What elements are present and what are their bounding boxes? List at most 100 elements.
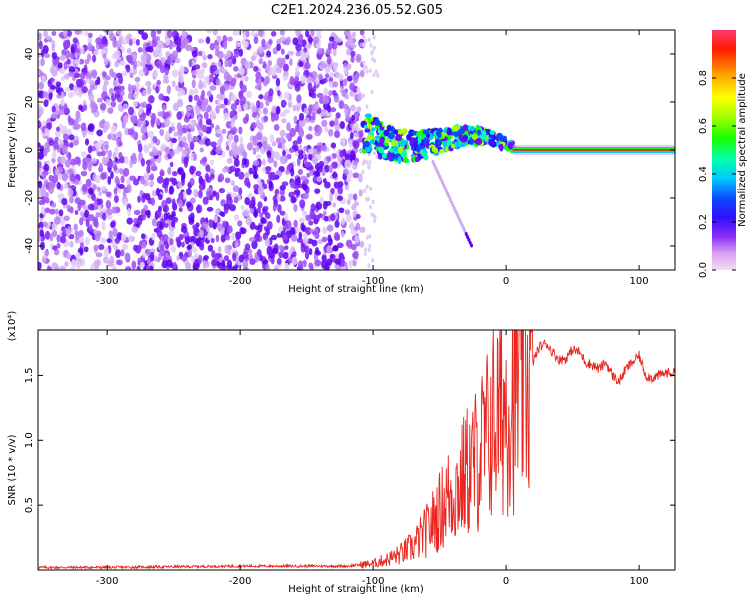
spectrogram-noise-cell <box>45 249 49 257</box>
spectrogram-noise-cell <box>344 108 349 115</box>
spectrogram-noise-cell <box>240 204 245 211</box>
spectrogram-noise-cell <box>370 89 374 94</box>
spectrogram-noise-cell <box>285 54 290 60</box>
spectrogram-noise-cell <box>349 90 356 97</box>
spectrogram-noise-cell <box>40 71 44 77</box>
spectrogram-noise-cell <box>201 61 208 69</box>
spectrogram-noise-cell <box>293 145 299 153</box>
spectrogram-noise-cell <box>329 120 335 127</box>
spectrogram-noise-cell <box>102 212 107 221</box>
spectrogram-noise-cell <box>67 188 74 197</box>
spectrogram-noise-cell <box>332 81 339 88</box>
spectrogram-noise-cell <box>221 128 227 134</box>
spectrogram-noise-cell <box>151 190 157 197</box>
spectrogram-noise-cell <box>243 40 249 48</box>
spectrogram-noise-cell <box>214 48 220 57</box>
spectrogram-noise-cell <box>279 135 285 144</box>
spectrogram-noise-cell <box>137 143 143 153</box>
spectrogram-noise-cell <box>321 144 328 152</box>
spectrogram-noise-cell <box>94 175 101 184</box>
spectrogram-noise-cell <box>262 61 267 69</box>
snr-x-tick-label: 100 <box>630 576 649 587</box>
spectrogram-noise-cell <box>132 63 138 70</box>
spectrogram-noise-cell <box>244 76 249 82</box>
spectrogram-noise-cell <box>225 145 230 151</box>
spectrogram-noise-cell <box>304 117 310 124</box>
snr-x-tick-label: -200 <box>229 576 252 587</box>
spectrogram-noise-cell <box>362 42 366 47</box>
spectrogram-noise-cell <box>326 156 332 162</box>
spectrogram-noise-cell <box>161 218 166 225</box>
spectrogram-track-cell <box>431 160 435 164</box>
spectrogram-noise-cell <box>329 213 336 222</box>
spectrogram-noise-cell <box>57 193 65 199</box>
spectrogram-noise-cell <box>361 169 365 175</box>
spectrogram-noise-cell <box>169 177 175 183</box>
spectrogram-track-cell <box>423 154 429 161</box>
spectrogram-noise-cell <box>44 53 51 59</box>
spectrogram-noise-cell <box>201 221 209 229</box>
spectrogram-noise-cell <box>345 239 353 248</box>
spectrogram-noise-cell <box>61 197 68 206</box>
spectrogram-noise-cell <box>95 252 103 258</box>
spectrogram-noise-cell <box>374 69 378 74</box>
spectrogram-noise-cell <box>368 204 372 210</box>
spectrogram-noise-cell <box>335 258 341 265</box>
spectrogram-noise-cell <box>345 114 350 122</box>
spectrogram-noise-cell <box>302 210 307 218</box>
spectrogram-noise-cell <box>217 60 222 68</box>
snr-x-label: Height of straight line (km) <box>288 584 424 595</box>
spectrogram-noise-cell <box>368 160 372 165</box>
spectrogram-noise-cell <box>367 165 371 170</box>
spectrogram-noise-cell <box>365 104 369 109</box>
spectrogram-noise-cell <box>304 161 312 168</box>
spectrogram-noise-cell <box>157 111 164 117</box>
spectrogram-track-cell <box>439 177 443 182</box>
spectrogram-noise-cell <box>321 254 327 262</box>
spectrogram-noise-cell <box>202 196 209 205</box>
spectrogram-noise-cell <box>251 112 257 118</box>
spectrogram-noise-cell <box>297 260 304 270</box>
spectrogram-track-cell <box>369 138 375 145</box>
spectrogram-noise-cell <box>285 169 290 175</box>
spectrogram-track-cell <box>384 138 390 144</box>
spectrogram-noise-cell <box>348 260 354 269</box>
spectrogram-noise-cell <box>193 88 199 95</box>
spectrogram-noise-cell <box>294 124 300 133</box>
snr-frame <box>37 329 676 571</box>
spectrogram-noise-cell <box>75 110 81 120</box>
spectrogram-noise-cell <box>234 231 242 240</box>
spectrogram-noise-cell <box>350 50 356 57</box>
spectrogram-noise-cell <box>74 156 81 165</box>
colorbar: 0.0 0.2 0.4 0.6 0.8 Normalized spectral ampl… <box>698 30 748 278</box>
spectrogram-noise-cell <box>370 51 374 56</box>
spectrogram-noise-cell <box>293 219 298 229</box>
spectrogram-noise-cell <box>59 109 65 116</box>
spectrogram-noise-cell <box>336 195 343 201</box>
spectrogram-noise-cell <box>51 51 58 60</box>
spectrogram-noise-cell <box>262 205 269 212</box>
spectrogram-noise-cell <box>176 255 180 261</box>
spectrogram-noise-cell <box>246 90 253 98</box>
spectrogram-noise-cell <box>102 71 107 78</box>
spectrogram-noise-cell <box>188 59 193 68</box>
spectrogram-noise-cell <box>94 142 102 149</box>
spectrogram-noise-cell <box>328 89 333 97</box>
spectrogram-noise-cell <box>253 172 258 180</box>
spectrogram-noise-cell <box>349 82 356 91</box>
spectrogram-noise-cell <box>239 136 244 145</box>
spectrogram-noise-cell <box>277 143 283 149</box>
spectrogram-noise-cell <box>152 145 157 153</box>
spectrogram-track-cell <box>398 146 403 154</box>
spectrogram-noise-cell <box>166 30 173 39</box>
spectrogram-noise-cell <box>38 142 41 148</box>
snr-marks <box>38 330 675 570</box>
spectrogram-noise-cell <box>101 91 108 101</box>
spectrogram-noise-cell <box>208 219 214 229</box>
spectrogram-noise-cell <box>333 130 340 138</box>
spectrogram-noise-cell <box>369 186 373 191</box>
spectrogram-track-cell <box>467 237 471 242</box>
spectrogram-noise-cell <box>189 141 195 151</box>
spectrogram-noise-cell <box>59 265 66 270</box>
spectrogram-noise-cell <box>230 180 235 187</box>
